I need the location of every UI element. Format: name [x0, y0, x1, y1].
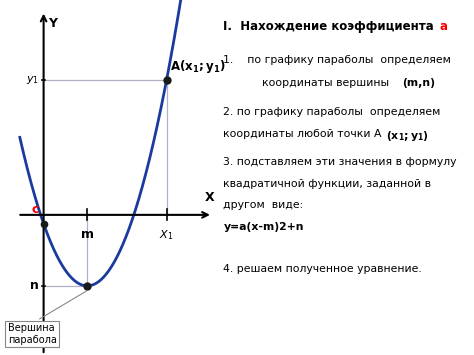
Text: другом  виде:: другом виде: — [223, 200, 304, 210]
Text: 3. подставляем эти значения в формулу: 3. подставляем эти значения в формулу — [223, 157, 457, 167]
Text: $X_1$: $X_1$ — [159, 228, 173, 242]
Text: $y_1$: $y_1$ — [26, 74, 39, 86]
Text: I.  Нахождение коэффициента: I. Нахождение коэффициента — [223, 20, 438, 33]
Text: 1.    по графику параболы  определяем: 1. по графику параболы определяем — [223, 55, 451, 65]
Text: координаты любой точки А: координаты любой точки А — [223, 129, 385, 138]
Text: X: X — [204, 191, 214, 204]
Text: 4. решаем полученное уравнение.: 4. решаем полученное уравнение. — [223, 264, 422, 274]
Text: 2. по графику параболы  определяем: 2. по графику параболы определяем — [223, 106, 441, 116]
Text: а: а — [439, 20, 447, 33]
Text: c: c — [31, 203, 39, 216]
Text: Y: Y — [48, 17, 57, 30]
Text: Вершина
парабола: Вершина парабола — [8, 291, 86, 345]
Text: n: n — [30, 279, 39, 293]
Text: координаты вершины: координаты вершины — [262, 78, 393, 88]
Text: ($\mathbf{x_1;y_1}$): ($\mathbf{x_1;y_1}$) — [386, 129, 429, 142]
Text: m: m — [81, 228, 94, 241]
Text: y=a(x-m)2+n: y=a(x-m)2+n — [223, 222, 304, 232]
Text: $\mathbf{A(x_1;y_1)}$: $\mathbf{A(x_1;y_1)}$ — [171, 58, 226, 75]
Text: квадратичной функции, заданной в: квадратичной функции, заданной в — [223, 179, 431, 189]
Text: (m,n): (m,n) — [401, 78, 435, 88]
